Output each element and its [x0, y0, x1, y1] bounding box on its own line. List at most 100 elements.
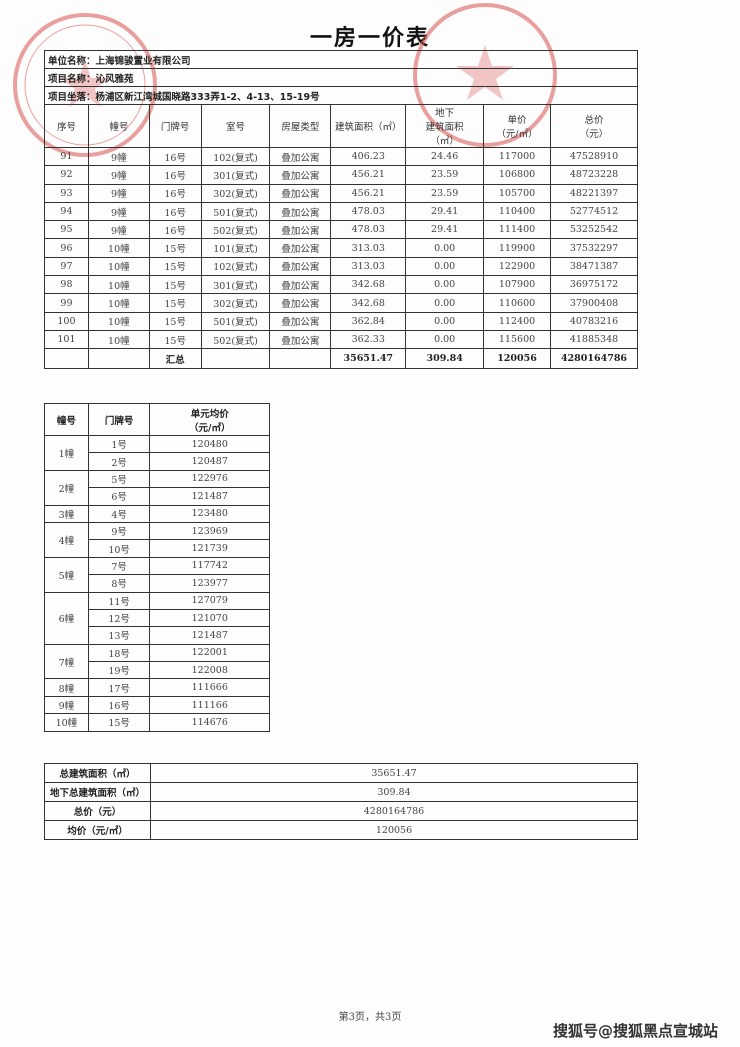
page-number: 第3页，共3页 — [338, 1012, 402, 1023]
table-cell: 456.21 — [330, 165, 407, 185]
average-price-cell: 123480 — [149, 504, 270, 523]
table-row: 94 9幢 16号 501(复式) 叠加公寓 478.03 29.41 110400 52774… — [44, 201, 639, 222]
table-cell: 9幢 — [87, 201, 150, 222]
door-number-cell: 12号 — [87, 608, 151, 628]
column-header: 房屋类型 — [269, 104, 332, 148]
building-cell: 7幢 — [44, 643, 89, 680]
table-cell: 0.00 — [405, 275, 485, 295]
price-list-table: 单位名称：上海锦骏置业有限公司 项目名称：沁风雅苑 项目坐落：杨浦区新江湾城国晓… — [44, 50, 639, 370]
table-cell: 15号 — [148, 256, 202, 277]
table-cell: 100 — [44, 311, 89, 331]
table-row: 6号 121487 — [45, 487, 270, 506]
average-price-cell: 111166 — [149, 695, 270, 715]
table-cell: 16号 — [148, 146, 202, 167]
table-cell: 16号 — [148, 220, 202, 240]
door-number-cell: 19号 — [87, 661, 151, 680]
column-header: 单元均价 （元/㎡） — [149, 403, 270, 436]
table-cell: 36975172 — [549, 275, 639, 295]
table-cell: 叠加公寓 — [269, 201, 332, 222]
table-cell: 53252542 — [549, 220, 639, 240]
table-row: 97 10幢 15号 102(复式) 叠加公寓 313.03 0.00 122900 38471… — [44, 256, 639, 277]
table-cell: 0.00 — [405, 256, 485, 277]
table-cell: 362.84 — [330, 311, 407, 331]
table-cell: 93 — [44, 183, 89, 203]
table-cell: 456.21 — [330, 183, 407, 203]
table-row: 3幢 4号 123480 — [44, 504, 270, 523]
table-cell: 23.59 — [405, 165, 485, 185]
column-header: 地下 建筑面积 （㎡） — [405, 104, 485, 148]
summary-row: 地下总建筑面积（㎡） 309.84 — [44, 782, 638, 802]
average-price-cell: 122001 — [149, 643, 270, 663]
door-number-cell: 5号 — [87, 469, 151, 489]
door-number-cell: 7号 — [87, 556, 151, 576]
average-price-cell: 120480 — [149, 434, 270, 454]
table-cell: 10幢 — [87, 329, 150, 350]
table-row: 10幢 15号 114676 — [44, 713, 270, 732]
table-cell: 0.00 — [405, 238, 485, 258]
table-cell: 10幢 — [87, 275, 150, 295]
table-cell: 95 — [44, 220, 89, 240]
table-row: 99 10幢 15号 302(复式) 叠加公寓 342.68 0.00 110600 37900… — [44, 293, 639, 313]
table-row: 4幢 9号 123969 — [44, 521, 270, 558]
table-cell: 9幢 — [87, 146, 150, 167]
table-cell: 16号 — [148, 183, 202, 203]
table-cell: 301(复式) — [200, 275, 271, 295]
table-cell: 94 — [44, 201, 89, 222]
table-row: 1幢 1号 120480 — [44, 434, 270, 471]
building-cell: 10幢 — [44, 713, 89, 732]
table-cell: 10幢 — [87, 238, 150, 258]
project-location: 项目坐落：杨浦区新江湾城国晓路333弄1-2、4-13、15-19号 — [44, 86, 638, 105]
table-cell: 52774512 — [549, 201, 639, 222]
column-header: 总价 （元） — [549, 104, 639, 148]
average-price-cell: 121070 — [149, 608, 270, 628]
total-cell — [269, 348, 332, 370]
table-cell: 16号 — [148, 165, 202, 185]
building-cell: 9幢 — [44, 695, 89, 715]
table-cell: 叠加公寓 — [269, 220, 332, 240]
table-cell: 501(复式) — [200, 201, 271, 222]
column-header: 序号 — [44, 104, 89, 148]
building-cell: 1幢 — [44, 435, 89, 471]
table-cell: 102(复式) — [200, 256, 271, 277]
table-cell: 叠加公寓 — [269, 256, 332, 277]
average-price-cell: 114676 — [149, 713, 270, 732]
table-cell: 91 — [44, 146, 89, 167]
table-row: 5幢 7号 117742 — [44, 556, 270, 593]
table-cell: 15号 — [148, 293, 202, 313]
table-cell: 110400 — [483, 201, 551, 222]
company-name: 单位名称：上海锦骏置业有限公司 — [44, 50, 638, 69]
column-header: 室号 — [200, 104, 271, 148]
table-cell: 47528910 — [549, 146, 639, 167]
table-row: 96 10幢 15号 101(复式) 叠加公寓 313.03 0.00 119900 37532… — [44, 238, 639, 258]
column-header: 门牌号 — [87, 403, 151, 436]
door-number-cell: 2号 — [87, 452, 151, 471]
project-name: 项目名称：沁风雅苑 — [44, 68, 638, 87]
building-cell: 2幢 — [44, 469, 89, 506]
table-cell: 叠加公寓 — [269, 165, 332, 185]
door-number-cell: 6号 — [87, 487, 151, 506]
table-cell: 0.00 — [405, 329, 485, 350]
door-number-cell: 17号 — [87, 678, 151, 697]
table-cell: 23.59 — [405, 183, 485, 203]
column-header: 幢号 — [87, 104, 150, 148]
table-cell: 313.03 — [330, 238, 407, 258]
table-cell: 302(复式) — [200, 293, 271, 313]
table-cell: 9幢 — [87, 165, 150, 185]
table-cell: 119900 — [483, 238, 551, 258]
table-row: 91 9幢 16号 102(复式) 叠加公寓 406.23 24.46 117000 47528… — [44, 146, 639, 167]
column-header: 幢号 — [44, 403, 89, 436]
table-cell: 48723228 — [549, 165, 639, 185]
table-cell: 15号 — [148, 329, 202, 350]
table-cell: 9幢 — [87, 220, 150, 240]
table-cell: 101 — [44, 329, 89, 350]
table-cell: 110600 — [483, 293, 551, 313]
table-cell: 10幢 — [87, 256, 150, 277]
header-row: 序号 幢号 门牌号 室号 房屋类型 建筑面积（㎡） 地下 建筑面积 （㎡） 单价 （元/㎡）总… — [44, 104, 639, 148]
average-price-cell: 123977 — [149, 574, 270, 593]
door-number-cell: 8号 — [87, 574, 151, 593]
table-cell: 96 — [44, 238, 89, 258]
table-cell: 105700 — [483, 183, 551, 203]
table-cell: 0.00 — [405, 311, 485, 331]
table-row: 19号 122008 — [45, 661, 270, 680]
table-cell: 9幢 — [87, 183, 150, 203]
